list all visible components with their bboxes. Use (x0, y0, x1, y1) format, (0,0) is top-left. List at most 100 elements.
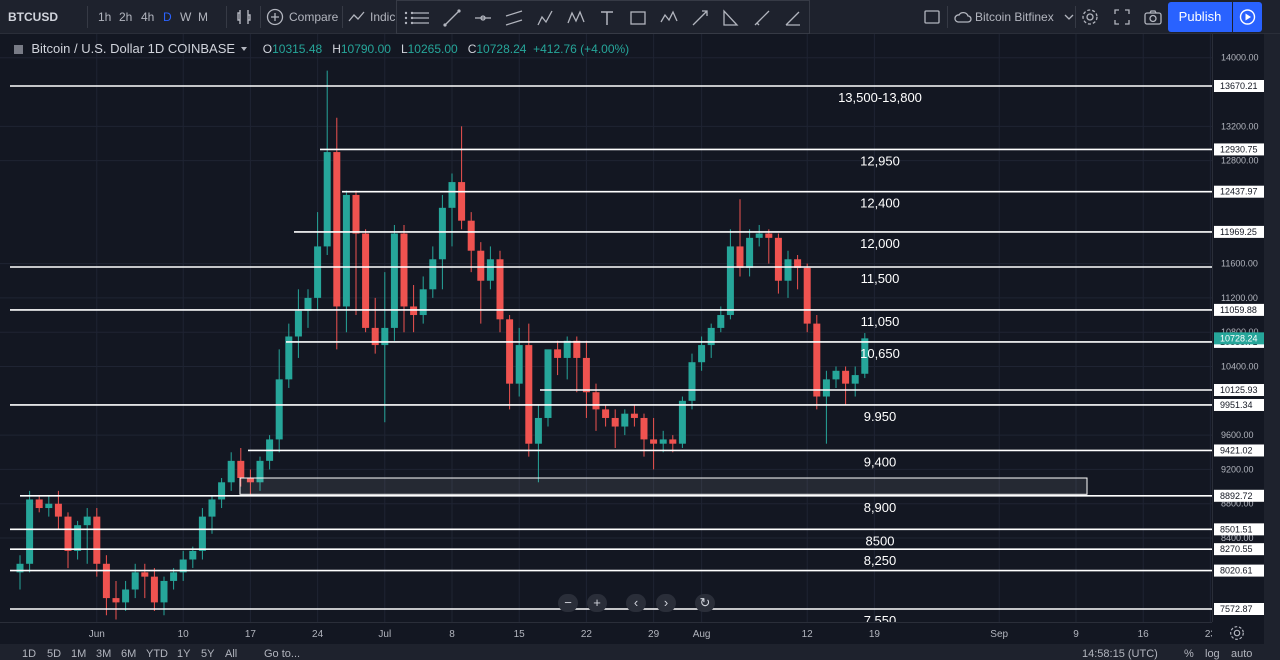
candle-body (803, 267, 811, 324)
legend-title[interactable]: Bitcoin / U.S. Dollar 1D COINBASE (31, 41, 236, 56)
highlight-zone (239, 477, 1088, 495)
scroll-left-button[interactable]: ‹ (626, 594, 646, 612)
candle-body (141, 572, 149, 577)
level-label: 11,500 (861, 271, 900, 286)
trend-line-icon[interactable] (442, 8, 462, 28)
candle-body (717, 315, 725, 328)
candle-body (122, 589, 130, 603)
interval-2h[interactable]: 2h (119, 10, 133, 24)
interval-4h[interactable]: 4h (141, 10, 155, 24)
candle-body (496, 259, 504, 320)
range-6m[interactable]: 6M (121, 648, 137, 660)
interval-d[interactable]: D (163, 10, 172, 24)
clock: 14:58:15 (UTC) (1082, 648, 1158, 660)
pitchfork-icon[interactable] (535, 8, 555, 28)
range-ytd[interactable]: YTD (146, 648, 168, 660)
price-tick-label: 10400.00 (1221, 362, 1259, 372)
fullscreen-square-icon[interactable] (922, 7, 942, 27)
level-price-tag-label: 13670.21 (1220, 81, 1258, 91)
candle-body (362, 233, 370, 328)
cloud-icon[interactable] (953, 7, 973, 27)
prediction-tool-icon[interactable] (721, 8, 741, 28)
candle-body (813, 323, 821, 397)
candle-body (227, 460, 235, 483)
level-label: 8500 (866, 533, 895, 548)
price-tick-label: 11600.00 (1221, 259, 1258, 269)
interval-1h[interactable]: 1h (98, 10, 112, 24)
legend-low-key: L (400, 42, 408, 56)
chart-style-icon[interactable] (234, 7, 254, 27)
go-to-date-button[interactable]: Go to... (264, 648, 301, 660)
time-tick-label: 24 (312, 629, 324, 640)
publish-button[interactable]: Publish (1168, 2, 1232, 32)
reset-chart-button[interactable]: ↻ (695, 594, 715, 612)
rectangle-tool-icon[interactable] (628, 8, 648, 28)
range-1y[interactable]: 1Y (177, 648, 191, 660)
time-axis[interactable]: Jun 10 17 24 Jul 8 15 22 29 Aug 12 19 Sep 9 16 23 (0, 622, 1212, 645)
level-price-tag-label: 9951.34 (1220, 400, 1253, 410)
camera-icon[interactable] (1143, 7, 1163, 27)
axis-settings-icon[interactable] (1228, 624, 1248, 642)
scroll-right-button[interactable]: › (656, 594, 676, 612)
legend-change: +412.76 (+4.00%) (533, 42, 630, 56)
candle-body (842, 370, 850, 384)
ruler-tool-icon[interactable] (783, 8, 803, 28)
zoom-out-button[interactable]: − (558, 594, 578, 612)
candle-body (602, 409, 610, 418)
symbol-search[interactable]: BTCUSD (8, 10, 58, 24)
level-label: 10,650 (860, 346, 900, 361)
candle-body (218, 482, 226, 500)
text-tool-icon[interactable] (597, 8, 617, 28)
price-axis[interactable]: 14000.00 13200.00 12800.00 11600.00 11200.00… (1212, 34, 1265, 622)
elliott-wave-icon[interactable] (659, 8, 679, 28)
level-price-tag (1214, 489, 1265, 502)
candle-body (179, 559, 187, 573)
indicators-icon[interactable] (347, 7, 367, 27)
legend-collapse-icon[interactable] (14, 45, 23, 54)
compare-plus-icon[interactable] (265, 7, 285, 27)
legend-menu-icon[interactable] (241, 47, 248, 51)
interval-m[interactable]: M (198, 10, 208, 24)
indicators-button[interactable]: Indic (370, 10, 396, 24)
range-1d[interactable]: 1D (22, 648, 37, 660)
candle-body (659, 439, 667, 444)
price-chart[interactable]: 13,500-13,800 12,950 12,400 12,000 11,500 11,… (0, 34, 1212, 622)
brush-tool-icon[interactable] (752, 8, 772, 28)
chevron-down-icon[interactable] (1059, 7, 1079, 27)
layout-name[interactable]: Bitcoin Bitfinex (975, 10, 1054, 24)
xabcd-pattern-icon[interactable] (566, 8, 586, 28)
chart-legend: Bitcoin / U.S. Dollar 1D COINBASE O10315… (14, 41, 629, 56)
fullscreen-icon[interactable] (1112, 7, 1132, 27)
candle-body (314, 246, 322, 298)
auto-toggle[interactable]: auto (1231, 648, 1253, 660)
range-5y[interactable]: 5Y (201, 648, 215, 660)
range-5d[interactable]: 5D (47, 648, 62, 660)
horizontal-lines-icon[interactable] (411, 8, 431, 28)
candle-body (237, 460, 245, 479)
range-1m[interactable]: 1M (71, 648, 87, 660)
level-label: 9.950 (864, 409, 897, 424)
gear-icon[interactable] (1080, 7, 1100, 27)
legend-close-key: C (467, 42, 477, 56)
horizontal-line-icon[interactable] (473, 8, 493, 28)
candle-body (285, 336, 293, 380)
range-all[interactable]: All (225, 648, 238, 660)
compare-button[interactable]: Compare (289, 10, 339, 24)
time-tick-label: 12 (802, 629, 814, 640)
range-3m[interactable]: 3M (96, 648, 112, 660)
play-button[interactable] (1233, 2, 1262, 32)
level-price-tag (1214, 185, 1265, 198)
interval-w[interactable]: W (180, 10, 192, 24)
last-price-tag (1214, 332, 1265, 345)
grid (0, 34, 1212, 622)
percent-toggle[interactable]: % (1184, 648, 1194, 660)
drag-handle-icon[interactable] (399, 8, 419, 28)
log-toggle[interactable]: log (1205, 648, 1220, 660)
parallel-channel-icon[interactable] (504, 8, 524, 28)
candle-body (400, 233, 408, 307)
level-price-tag (1214, 143, 1265, 156)
long-position-icon[interactable] (690, 8, 710, 28)
zoom-in-button[interactable]: + (587, 594, 607, 612)
toolbar-divider (1075, 6, 1076, 28)
toolbar-divider (260, 6, 261, 28)
